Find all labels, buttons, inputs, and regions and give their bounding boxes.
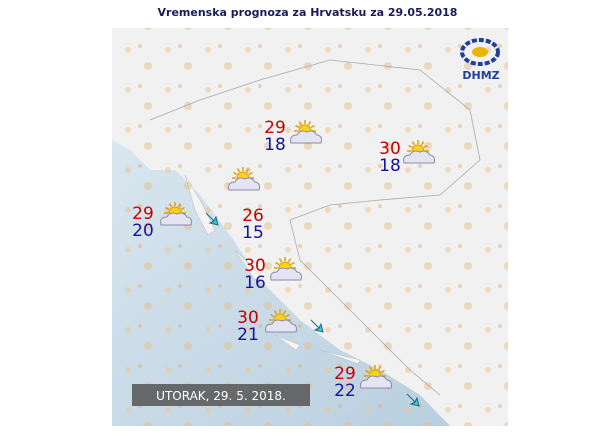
sun-ray (380, 369, 385, 374)
wind-arrow (406, 393, 420, 407)
cloud (403, 150, 435, 164)
sun-ray (180, 206, 185, 211)
sun-ray (307, 121, 312, 126)
max-temp: 29 (264, 118, 286, 138)
weather-icon (228, 167, 260, 191)
wind-arrow (310, 319, 324, 333)
min-temp: 16 (244, 273, 266, 293)
max-temp: 26 (242, 206, 264, 226)
max-temp: 30 (244, 256, 266, 276)
sun-ray (411, 141, 416, 146)
weather-icon (265, 309, 297, 333)
sun-ray (420, 141, 425, 146)
min-temp: 22 (334, 381, 356, 401)
min-temp: 20 (132, 221, 154, 241)
weather-icon (160, 202, 192, 226)
sun-ray (275, 261, 280, 266)
sun-ray (290, 261, 295, 266)
max-temp: 30 (379, 139, 401, 159)
wind-arrow (205, 212, 219, 226)
sun-ray (278, 258, 283, 263)
logo-text: DHMZ (462, 69, 499, 82)
border (149, 59, 481, 396)
sun-ray (423, 144, 428, 149)
min-temp: 15 (242, 223, 264, 243)
weather-icon (403, 140, 435, 164)
sun-ray (245, 168, 250, 173)
cloud (265, 319, 297, 333)
sun-ray (368, 366, 373, 371)
max-temp: 29 (132, 204, 154, 224)
date-box (132, 384, 310, 406)
sun-ray (248, 171, 253, 176)
title: Vremenska prognoza za Hrvatsku za 29.05.… (157, 6, 458, 19)
max-temp: 30 (237, 308, 259, 328)
sun-ray (177, 203, 182, 208)
sun-ray (408, 144, 413, 149)
sun-ray (285, 313, 290, 318)
sun-ray (377, 366, 382, 371)
sun-ray (233, 171, 238, 176)
cloud (270, 267, 302, 281)
cloud (160, 212, 192, 226)
sun-ray (168, 203, 173, 208)
sun-ray (282, 310, 287, 315)
sun-ray (165, 206, 170, 211)
weather-icon (360, 365, 392, 389)
min-temp: 18 (379, 156, 401, 176)
logo: DHMZ (460, 38, 500, 82)
sun-ray (273, 310, 278, 315)
min-temp: 21 (237, 325, 259, 345)
sun-ray (295, 124, 300, 129)
cloud (290, 130, 322, 144)
sun-ray (298, 121, 303, 126)
max-temp: 29 (334, 364, 356, 384)
cloud (228, 177, 260, 191)
sun-ray (287, 258, 292, 263)
weather-icon (290, 120, 322, 144)
cloud (360, 375, 392, 389)
weather-icon (270, 257, 302, 281)
date-label: UTORAK, 29. 5. 2018. (156, 389, 286, 403)
sun-ray (365, 369, 370, 374)
sun-ray (270, 313, 275, 318)
sun-ray (236, 168, 241, 173)
min-temp: 18 (264, 135, 286, 155)
sun-ray (310, 124, 315, 129)
relief (112, 28, 508, 426)
